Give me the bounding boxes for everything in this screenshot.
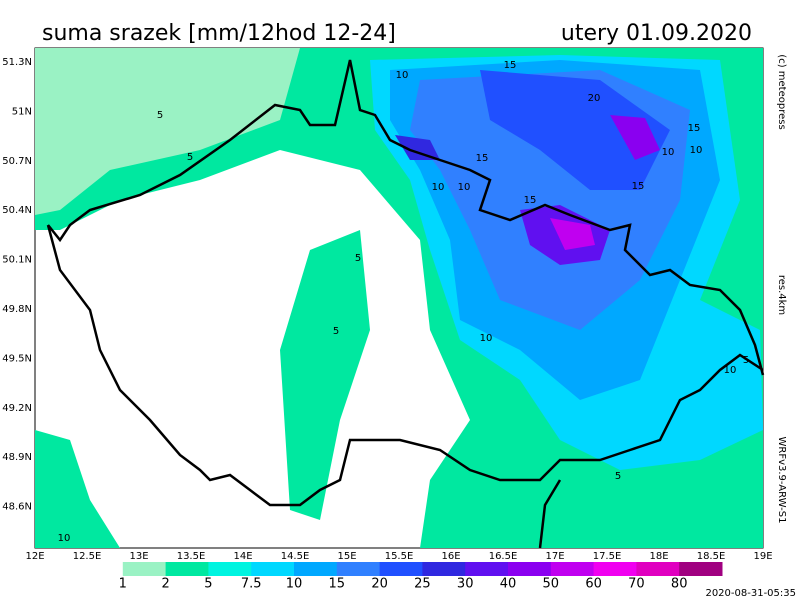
legend-label: 10 xyxy=(286,577,303,592)
contour-label: 10 xyxy=(662,147,675,158)
rain-area xyxy=(395,135,440,160)
date: utery 01.09.2020 xyxy=(561,21,752,46)
lon-label: 19E xyxy=(753,551,772,562)
lon-label: 16E xyxy=(441,551,460,562)
contour-label: 10 xyxy=(396,70,409,81)
legend-swatch xyxy=(122,562,167,576)
lon-label: 13E xyxy=(129,551,148,562)
legend-swatch xyxy=(593,562,637,576)
contour-label: 15 xyxy=(632,181,645,192)
legend-swatch xyxy=(336,562,381,576)
legend-label: 5 xyxy=(204,577,212,592)
contour-label: 15 xyxy=(476,153,489,164)
lat-label: 49.5N xyxy=(2,353,32,364)
lat-label: 49.8N xyxy=(2,304,32,315)
legend-label: 50 xyxy=(543,577,560,592)
contour-label: 5 xyxy=(187,152,193,163)
legend-swatch xyxy=(679,562,723,576)
lat-label: 51.3N xyxy=(2,57,32,68)
legend-label: 30 xyxy=(457,577,474,592)
lon-label: 13.5E xyxy=(177,551,206,562)
lat-label: 48.6N xyxy=(2,502,32,513)
legend-label: 20 xyxy=(371,577,388,592)
rain-area xyxy=(610,115,660,160)
contour-label: 5 xyxy=(355,253,361,264)
contour-label: 5 xyxy=(615,471,621,482)
precip-map xyxy=(34,47,765,549)
legend-swatch xyxy=(508,562,552,576)
legend-label: 25 xyxy=(414,577,431,592)
lon-label: 17E xyxy=(545,551,564,562)
contour-label: 10 xyxy=(58,533,71,544)
legend-swatch xyxy=(251,562,295,576)
lon-label: 14.5E xyxy=(281,551,310,562)
rain-area xyxy=(35,48,300,215)
rain-area xyxy=(35,430,120,548)
contour-label: 15 xyxy=(524,195,537,206)
side-label: (c) meteopress xyxy=(776,54,787,129)
legend-swatch xyxy=(422,562,466,576)
legend-label: 15 xyxy=(329,577,346,592)
side-label: res.4km xyxy=(776,275,787,315)
lat-label: 50.7N xyxy=(2,156,32,167)
lat-label: 50.1N xyxy=(2,255,32,266)
contour-label: 15 xyxy=(688,123,701,134)
timestamp: 2020-08-31-05:35 xyxy=(705,588,796,599)
contour-label: 10 xyxy=(724,365,737,376)
legend-label: 80 xyxy=(671,577,688,592)
lon-label: 18E xyxy=(649,551,668,562)
title: suma srazek [mm/12hod 12-24] xyxy=(42,21,396,46)
legend-swatch xyxy=(465,562,509,576)
lon-label: 12E xyxy=(25,551,44,562)
lat-label: 49.2N xyxy=(2,403,32,414)
contour-label: 10 xyxy=(458,182,471,193)
lon-label: 12.5E xyxy=(73,551,102,562)
contour-label: 20 xyxy=(588,93,601,104)
contour-label: 10 xyxy=(480,333,493,344)
lon-label: 17.5E xyxy=(593,551,622,562)
lon-label: 15.5E xyxy=(385,551,414,562)
contour-label: 5 xyxy=(333,326,339,337)
side-label: WRFv3.9-ARW-S1 xyxy=(776,437,787,524)
contour-label: 10 xyxy=(690,145,703,156)
legend-swatch xyxy=(294,562,338,576)
lat-label: 48.9N xyxy=(2,452,32,463)
lon-label: 18.5E xyxy=(697,551,726,562)
legend-swatch xyxy=(80,562,124,576)
legend-label: 70 xyxy=(628,577,645,592)
lat-label: 50.4N xyxy=(2,205,32,216)
legend-label: 7.5 xyxy=(241,577,262,592)
legend-swatch xyxy=(165,562,209,576)
legend-swatch xyxy=(379,562,423,576)
rain-area xyxy=(550,218,595,250)
border xyxy=(46,59,765,549)
contour-label: 10 xyxy=(432,182,445,193)
lon-label: 15E xyxy=(337,551,356,562)
legend-swatch xyxy=(208,562,252,576)
lat-label: 51N xyxy=(12,106,32,117)
rain-area xyxy=(280,230,370,520)
legend-label: 40 xyxy=(500,577,517,592)
contour-label: 15 xyxy=(504,60,517,71)
legend-swatch xyxy=(550,562,595,576)
rain-area xyxy=(480,70,670,190)
legend-swatch xyxy=(636,562,680,576)
contour-label: 5 xyxy=(743,355,749,366)
legend-label: 60 xyxy=(585,577,602,592)
contour-label: 5 xyxy=(157,110,163,121)
legend-label: 2 xyxy=(161,577,169,592)
lon-label: 16.5E xyxy=(489,551,518,562)
lon-label: 14E xyxy=(233,551,252,562)
legend-label: 1 xyxy=(119,577,127,592)
